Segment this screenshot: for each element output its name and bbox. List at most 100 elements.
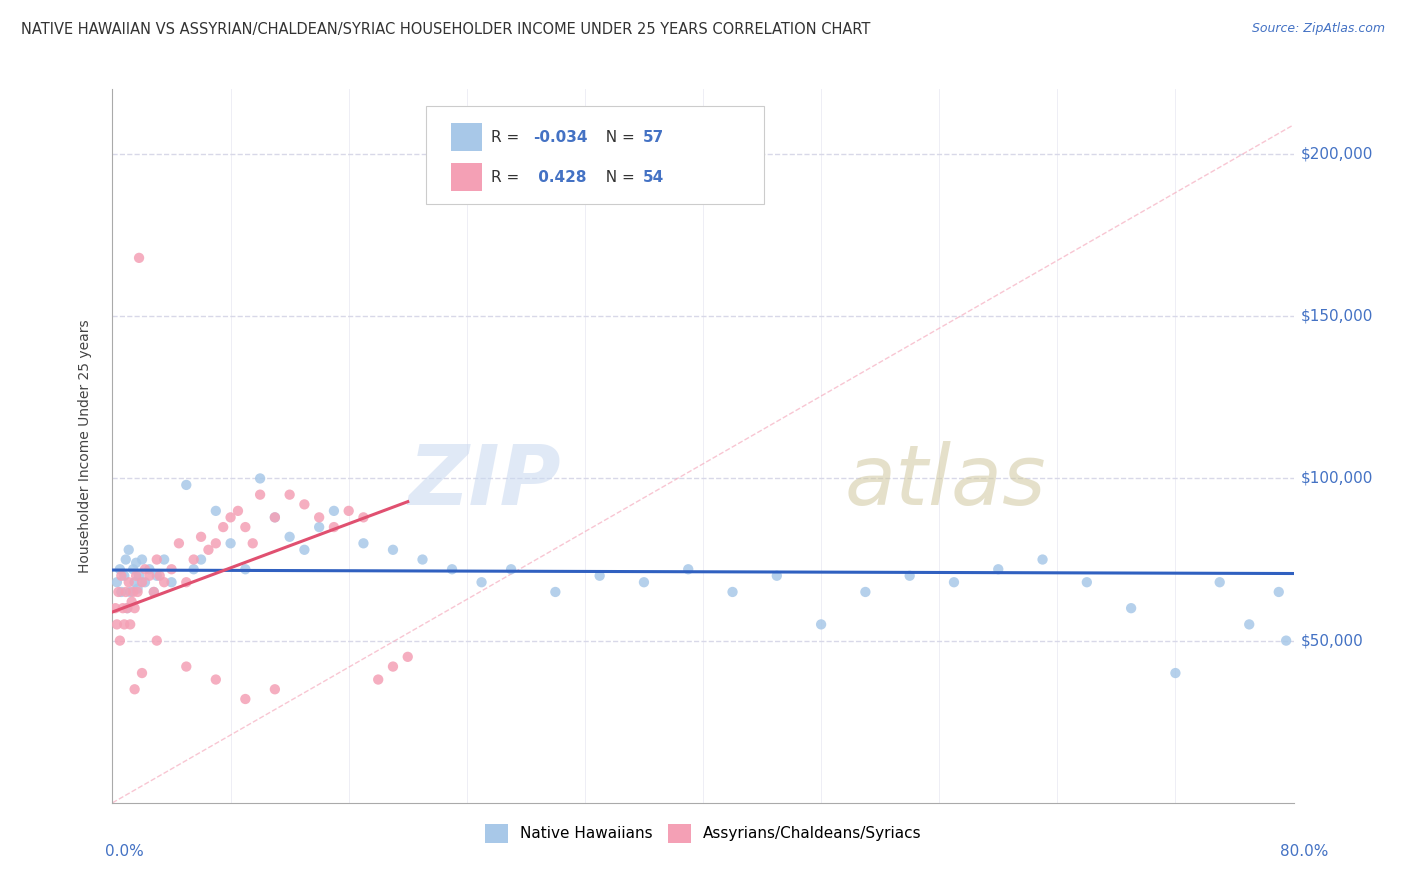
Point [233,520,256,534]
Point [337,504,360,518]
Point [160,575,183,590]
Point [264,510,287,524]
FancyBboxPatch shape [451,123,482,152]
Point [352,510,374,524]
Point [633,575,655,590]
Point [108,562,131,576]
Point [138,568,160,582]
Point [142,585,165,599]
Point [1208,575,1232,590]
Point [110,585,132,599]
Point [125,568,148,582]
Point [146,568,169,582]
Point [588,568,610,582]
Text: $200,000: $200,000 [1301,146,1372,161]
Point [104,601,127,615]
Point [142,585,165,599]
Point [292,497,315,511]
Text: R =: R = [491,169,524,185]
Point [367,673,389,687]
Text: $150,000: $150,000 [1301,309,1372,324]
Point [149,568,172,582]
Point [107,585,129,599]
Point [190,530,212,544]
Point [118,575,141,590]
Point [226,504,249,518]
Point [174,575,197,590]
Point [987,562,1010,576]
Point [120,585,142,599]
Text: R =: R = [491,130,524,145]
Point [112,568,135,582]
Text: Source: ZipAtlas.com: Source: ZipAtlas.com [1251,22,1385,36]
Point [124,682,146,697]
Text: $50,000: $50,000 [1301,633,1364,648]
Point [128,251,150,265]
Point [112,617,135,632]
Point [205,504,228,518]
Point [249,488,271,502]
Point [146,552,169,566]
Point [233,562,256,576]
Point [242,536,264,550]
Point [470,575,494,590]
Point [766,568,789,582]
Point [124,601,146,615]
Point [120,617,142,632]
Point [1032,552,1054,566]
Point [127,585,149,599]
Point [382,542,405,557]
Point [124,575,146,590]
Point [441,562,464,576]
Point [382,659,405,673]
Point [1164,666,1187,681]
Point [1275,633,1298,648]
Point [160,562,183,576]
Point [122,562,145,576]
Point [278,530,301,544]
Text: NATIVE HAWAIIAN VS ASSYRIAN/CHALDEAN/SYRIAC HOUSEHOLDER INCOME UNDER 25 YEARS CO: NATIVE HAWAIIAN VS ASSYRIAN/CHALDEAN/SYR… [21,22,870,37]
Point [205,673,228,687]
Text: 0.0%: 0.0% [105,845,145,859]
Point [146,633,169,648]
Point [678,562,700,576]
Point [121,595,143,609]
Point [118,542,141,557]
Point [544,585,567,599]
Point [233,692,256,706]
Point [131,552,153,566]
Point [219,536,242,550]
Point [249,471,271,485]
Point [855,585,877,599]
Point [898,568,921,582]
Point [308,510,330,524]
FancyBboxPatch shape [426,106,763,204]
Point [278,488,301,502]
Y-axis label: Householder Income Under 25 years: Householder Income Under 25 years [77,319,91,573]
Point [264,510,287,524]
Text: N =: N = [596,130,640,145]
Point [117,601,138,615]
Point [212,520,235,534]
Point [292,542,315,557]
Point [219,510,242,524]
Point [1268,585,1291,599]
Point [197,542,219,557]
Point [125,556,148,570]
Point [308,520,330,534]
Point [108,633,131,648]
Point [190,552,212,566]
Point [122,585,145,599]
Point [205,536,228,550]
Point [131,666,153,681]
Point [501,562,523,576]
Point [110,568,132,582]
Point [174,478,197,492]
Text: ZIP: ZIP [409,442,561,522]
Text: -0.034: -0.034 [533,130,588,145]
Point [264,682,287,697]
Point [183,562,205,576]
Point [183,552,205,566]
Point [721,585,744,599]
Point [810,617,832,632]
